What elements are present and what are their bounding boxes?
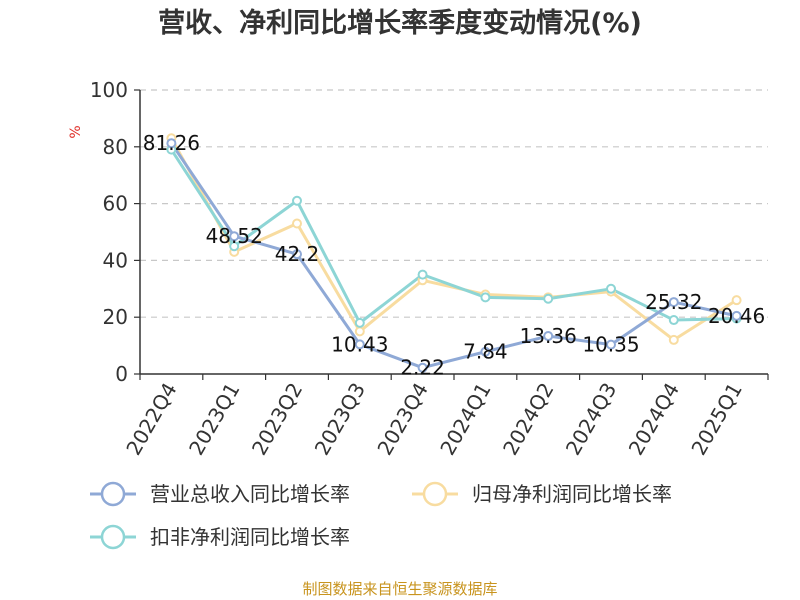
data-point: [354, 317, 365, 328]
series-line: [170, 142, 737, 370]
legend-marker: [100, 524, 126, 550]
data-point: [480, 292, 491, 303]
x-tick-label: 2024Q4: [624, 379, 684, 460]
x-tick-label: 2023Q1: [184, 379, 244, 460]
data-label: 2.22: [400, 356, 445, 380]
series-lines: [166, 133, 742, 373]
data-point: [731, 295, 742, 306]
x-tick-labels: 2022Q4 2023Q1 2023Q2 2023Q3 2023Q4 2024Q1 2024…: [121, 379, 747, 460]
y-tick-label: 40: [103, 248, 128, 272]
data-point: [417, 362, 428, 373]
x-tick-label: 2024Q3: [561, 379, 621, 460]
data-label: 25.32: [645, 290, 702, 314]
legend-label: 营业总收入同比增长率: [150, 482, 350, 506]
y-tick-labels: 0 20 40 60 80 100: [90, 78, 128, 386]
data-point: [166, 138, 177, 149]
y-tick-label: 20: [103, 305, 128, 329]
data-label: 7.84: [463, 340, 508, 364]
data-point: [480, 346, 491, 357]
y-tick-label: 80: [103, 135, 128, 159]
x-tick-label: 2023Q2: [247, 379, 307, 460]
x-tick-label: 2024Q2: [498, 379, 558, 460]
data-point: [668, 297, 679, 308]
data-point: [292, 249, 302, 260]
data-label: 81.26: [143, 131, 200, 155]
data-point: [731, 310, 742, 321]
data-label: 10.43: [331, 332, 388, 356]
data-point: [354, 339, 365, 350]
axes: [139, 90, 769, 380]
data-label: 20.46: [708, 304, 765, 328]
data-point: [668, 334, 679, 345]
y-axis-label: %: [68, 125, 84, 138]
data-point: [668, 315, 679, 326]
x-tick-label: 2023Q3: [310, 379, 370, 460]
series-line: [170, 148, 737, 325]
legend-label: 扣非净利润同比增长率: [150, 525, 350, 549]
y-tick-label: 100: [90, 78, 128, 102]
data-point: [606, 283, 616, 294]
data-label: 42.2: [275, 242, 320, 266]
x-tick-label: 2022Q4: [121, 379, 181, 460]
data-label: 13.36: [520, 324, 577, 348]
data-labels: 81.26 48.52 42.2 10.43 2.22 7.84 13.36 10.3525.…: [143, 131, 765, 379]
source-note: 制图数据来自恒生聚源数据库: [302, 580, 497, 598]
x-tick-label: 2023Q4: [372, 379, 432, 460]
chart-title: 营收、净利同比增长率季度变动情况(%): [158, 7, 642, 39]
data-label: 10.35: [582, 333, 639, 357]
data-point: [229, 241, 240, 252]
data-label: 48.52: [206, 224, 263, 248]
data-point: [543, 331, 554, 342]
data-point: [292, 218, 302, 229]
data-point: [292, 195, 302, 206]
legend-label: 归母净利润同比增长率: [472, 482, 672, 506]
data-point: [543, 293, 554, 304]
y-tick-label: 0: [115, 362, 128, 386]
x-tick-label: 2025Q1: [686, 379, 746, 460]
gridlines: [134, 89, 768, 375]
legend-marker: [422, 481, 448, 507]
data-point: [606, 339, 616, 350]
legend-marker: [100, 481, 126, 507]
data-point: [229, 231, 240, 242]
x-tick-label: 2024Q1: [435, 379, 495, 460]
data-point: [417, 269, 428, 280]
y-tick-label: 60: [103, 192, 128, 216]
